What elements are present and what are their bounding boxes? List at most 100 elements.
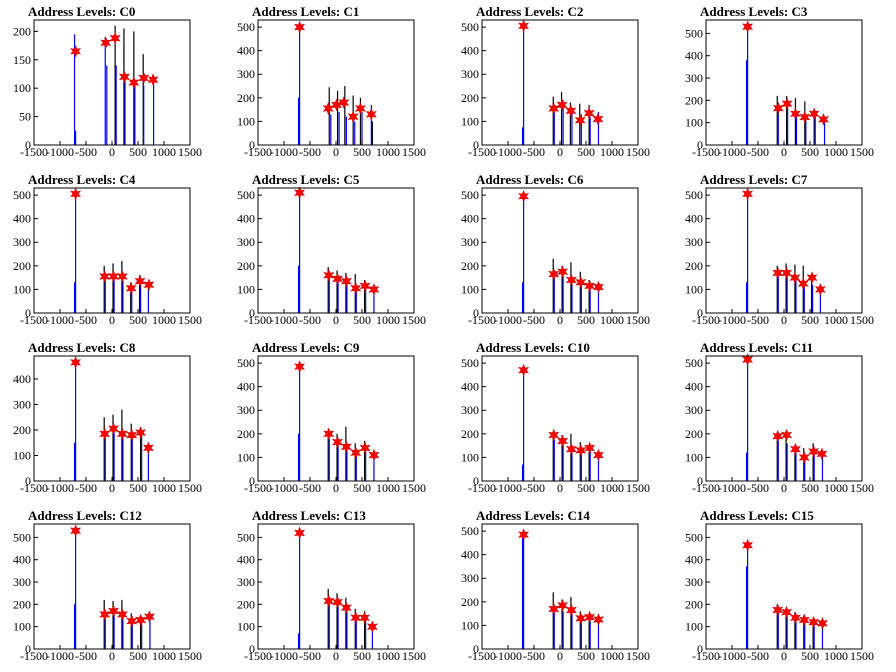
peak-marker xyxy=(365,108,377,121)
chart-title: Address Levels: C13 xyxy=(252,508,366,523)
y-tick-label: 300 xyxy=(685,71,703,85)
peak-marker xyxy=(518,363,530,377)
peak-marker xyxy=(332,272,344,286)
y-tick-label: 400 xyxy=(685,553,703,567)
peak-marker xyxy=(806,271,818,284)
peak-marker xyxy=(366,620,378,633)
peak-marker xyxy=(593,448,604,462)
peak-marker xyxy=(135,426,147,439)
x-tick-label: -500 xyxy=(75,313,97,327)
y-tick-label: 400 xyxy=(13,212,31,226)
peak-marker xyxy=(99,608,111,621)
chart-svg: -1500-1000 -500 0 500 1000 1500 0 100 200 300 400 xyxy=(13,355,202,495)
x-tick-label: -500 xyxy=(747,145,769,159)
y-tick-label: 400 xyxy=(461,44,479,58)
peak-marker xyxy=(816,447,828,461)
peak-marker xyxy=(584,610,596,624)
chart-panel-14: Address Levels: C14 -1500 -1000 -500 0 500 100… xyxy=(448,504,672,672)
y-tick-label: 500 xyxy=(237,530,255,544)
y-tick-label: 300 xyxy=(237,235,255,249)
plot-frame xyxy=(257,19,415,146)
peak-marker xyxy=(799,110,811,124)
x-tick-label: 0 xyxy=(781,481,787,495)
peak-marker xyxy=(143,610,155,623)
y-tick-label: 400 xyxy=(461,212,479,226)
y-tick-label: 100 xyxy=(13,448,31,462)
y-tick-label: 0 xyxy=(25,474,31,488)
y-tick-label: 200 xyxy=(13,259,31,273)
peak-marker xyxy=(99,270,111,283)
peak-marker xyxy=(781,428,793,442)
peak-marker xyxy=(323,594,335,608)
peak-marker xyxy=(338,96,350,109)
peak-marker xyxy=(108,422,120,436)
chart-title: Address Levels: C1 xyxy=(252,4,360,19)
chart-title: Address Levels: C8 xyxy=(28,340,136,355)
chart-panel-11: Address Levels: C11 -1500 -1000 -500 0 500 100… xyxy=(672,336,896,504)
x-tick-label: 1000 xyxy=(600,313,624,327)
y-tick-label: 300 xyxy=(685,575,703,589)
peak-marker xyxy=(340,274,352,288)
x-tick-label: 1500 xyxy=(626,145,650,159)
y-tick-label: 0 xyxy=(697,474,703,488)
x-tick-label: 1000 xyxy=(824,481,848,495)
peak-marker xyxy=(818,113,829,126)
plot-frame xyxy=(705,187,863,314)
x-tick-label: 0 xyxy=(781,649,787,663)
x-tick-label: 1000 xyxy=(824,649,848,663)
peak-marker xyxy=(323,268,335,282)
x-tick-label: -1000 xyxy=(46,145,74,159)
chart-svg: -1500-1000 -500 0 500 1000 1500 0 100 200 300 400 5… xyxy=(461,187,650,327)
peak-marker xyxy=(368,448,380,462)
peak-marker xyxy=(128,76,140,89)
chart-title: Address Levels: C5 xyxy=(252,172,360,187)
y-tick-label: 100 xyxy=(461,114,479,128)
chart-title: Address Levels: C12 xyxy=(28,508,142,523)
y-tick-label: 0 xyxy=(249,474,255,488)
y-tick-label: 400 xyxy=(237,553,255,567)
x-tick-label: 500 xyxy=(577,481,595,495)
y-tick-label: 300 xyxy=(685,235,703,249)
x-tick-label: 0 xyxy=(557,481,563,495)
y-tick-label: 100 xyxy=(461,450,479,464)
peak-marker xyxy=(742,538,754,552)
x-tick-label: 1500 xyxy=(402,313,426,327)
y-tick-label: 500 xyxy=(685,530,703,544)
x-tick-label: 1000 xyxy=(152,145,176,159)
peak-marker xyxy=(565,273,577,287)
chart-title: Address Levels: C10 xyxy=(476,340,590,355)
x-tick-label: 1000 xyxy=(824,313,848,327)
chart-panel-7: Address Levels: C7 -1500 -1000 -500 0 500 1000… xyxy=(672,168,896,336)
peak-marker xyxy=(70,44,82,58)
y-tick-label: 500 xyxy=(237,20,255,34)
x-tick-label: -1000 xyxy=(270,649,298,663)
y-tick-label: 300 xyxy=(461,235,479,249)
y-tick-label: 0 xyxy=(697,642,703,656)
chart-title: Address Levels: C0 xyxy=(28,4,136,19)
peak-marker xyxy=(354,102,366,115)
plot-frame xyxy=(257,355,415,482)
chart-panel-2: Address Levels: C2 -1500 -1000 -500 0 500 1000… xyxy=(448,0,672,168)
plot-frame xyxy=(705,355,863,482)
y-tick-label: 100 xyxy=(461,618,479,632)
peak-marker xyxy=(584,279,596,293)
peak-marker xyxy=(772,429,784,443)
chart-svg: -1500-1000 -500 0 500 1000 1500 0 100 200 300 400 5… xyxy=(13,187,202,327)
y-tick-label: 500 xyxy=(237,188,255,202)
y-tick-label: 400 xyxy=(461,548,479,562)
y-tick-label: 200 xyxy=(461,259,479,273)
chart-title: Address Levels: C7 xyxy=(700,172,808,187)
y-tick-label: 200 xyxy=(13,24,31,38)
chart-panel-6: Address Levels: C6 -1500 -1000 -500 0 500 1000… xyxy=(448,168,672,336)
peak-marker xyxy=(772,266,784,280)
peak-marker xyxy=(340,601,352,615)
chart-panel-12: Address Levels: C12 -1500 -1000 -500 0 500 100… xyxy=(0,504,224,672)
peak-marker xyxy=(100,36,112,50)
chart-svg: -1500-1000 -500 0 500 1000 1500 0 100 200 300 400 5… xyxy=(13,523,202,663)
x-tick-label: 0 xyxy=(333,145,339,159)
peak-marker xyxy=(548,267,560,281)
peak-marker xyxy=(350,446,362,460)
chart-svg: -1500-1000 -500 0 500 1000 1500 0 100 200 300 400 5… xyxy=(237,523,426,663)
y-tick-label: 300 xyxy=(685,403,703,417)
y-tick-label: 150 xyxy=(13,53,31,67)
